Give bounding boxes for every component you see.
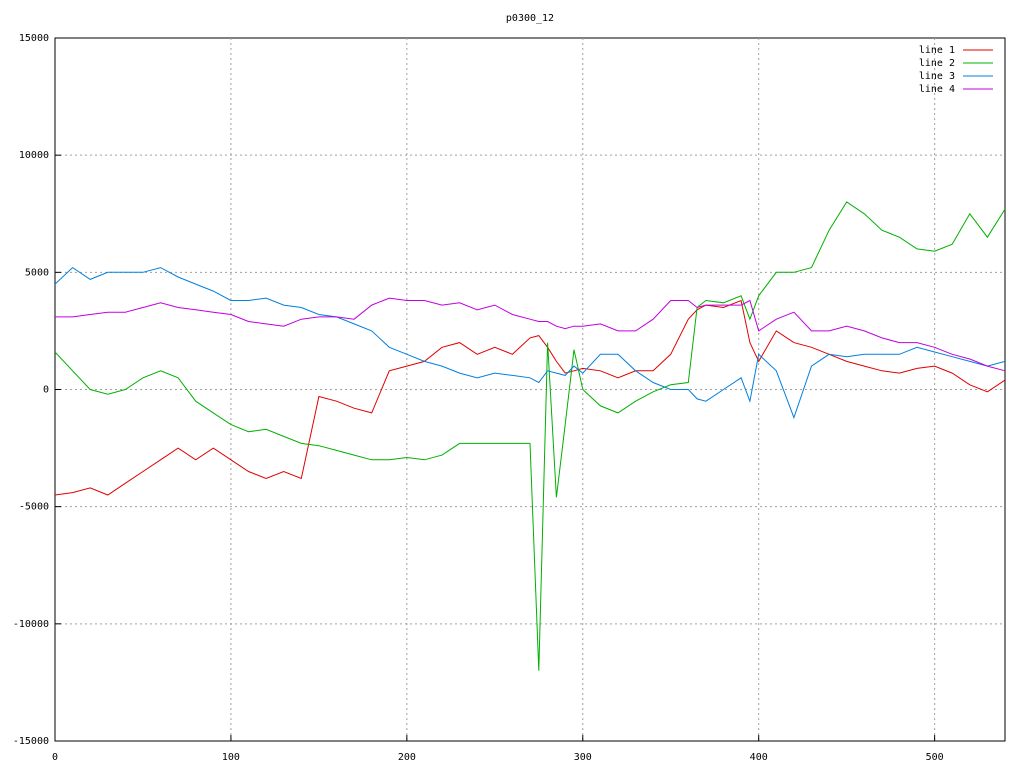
x-tick-label: 300 (574, 752, 592, 763)
y-tick-label: 5000 (25, 267, 49, 278)
chart-title: p0300_12 (506, 13, 554, 24)
y-tick-label: -5000 (19, 502, 49, 513)
x-tick-label: 200 (398, 752, 416, 763)
x-tick-label: 500 (926, 752, 944, 763)
y-tick-label: 15000 (19, 33, 49, 44)
legend-label: line 2 (919, 58, 955, 69)
y-tick-label: 10000 (19, 150, 49, 161)
legend-label: line 4 (919, 84, 955, 95)
x-tick-label: 400 (750, 752, 768, 763)
y-tick-label: -10000 (13, 619, 49, 630)
data-line (54, 266, 1006, 420)
x-tick-label: 0 (52, 752, 58, 763)
y-tick-label: 0 (43, 385, 49, 396)
y-tick-label: -15000 (13, 736, 49, 747)
data-line (54, 299, 1006, 496)
data-line (55, 297, 1006, 372)
data-line (54, 201, 1006, 671)
legend-label: line 3 (919, 71, 955, 82)
x-tick-label: 100 (222, 752, 240, 763)
legend-label: line 1 (919, 45, 955, 56)
